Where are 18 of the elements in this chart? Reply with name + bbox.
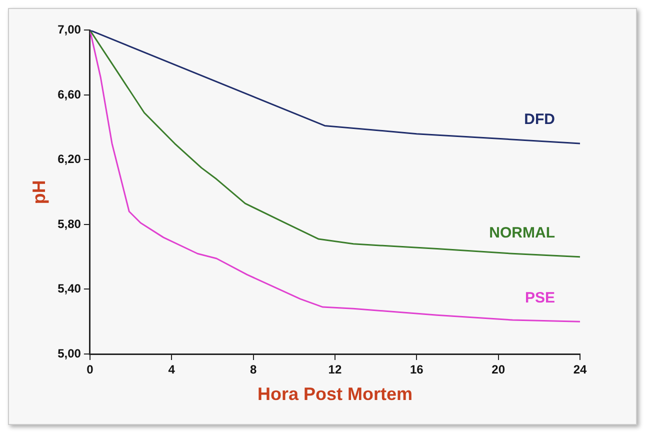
series-label: PSE	[524, 289, 555, 306]
x-tick-label: 16	[410, 362, 424, 377]
x-axis-title: Hora Post Mortem	[257, 384, 412, 404]
x-tick-label: 12	[328, 362, 342, 377]
x-tick-label: 0	[86, 362, 94, 377]
series-label: DFD	[524, 111, 556, 128]
y-tick-label: 5,00	[58, 346, 82, 360]
y-axis-title: pH	[28, 180, 49, 204]
y-tick-label: 5,80	[58, 216, 82, 231]
series-label: NORMAL	[489, 224, 555, 242]
x-tick-label: 8	[250, 362, 257, 377]
x-tick-label: 24	[573, 362, 587, 377]
y-tick-label: 6,60	[58, 87, 82, 102]
y-tick-label: 7,00	[58, 22, 82, 37]
y-tick-label: 6,20	[58, 152, 82, 166]
x-tick-label: 20	[492, 362, 506, 377]
x-tick-label: 4	[168, 362, 176, 377]
y-tick-label: 5,40	[58, 282, 82, 296]
